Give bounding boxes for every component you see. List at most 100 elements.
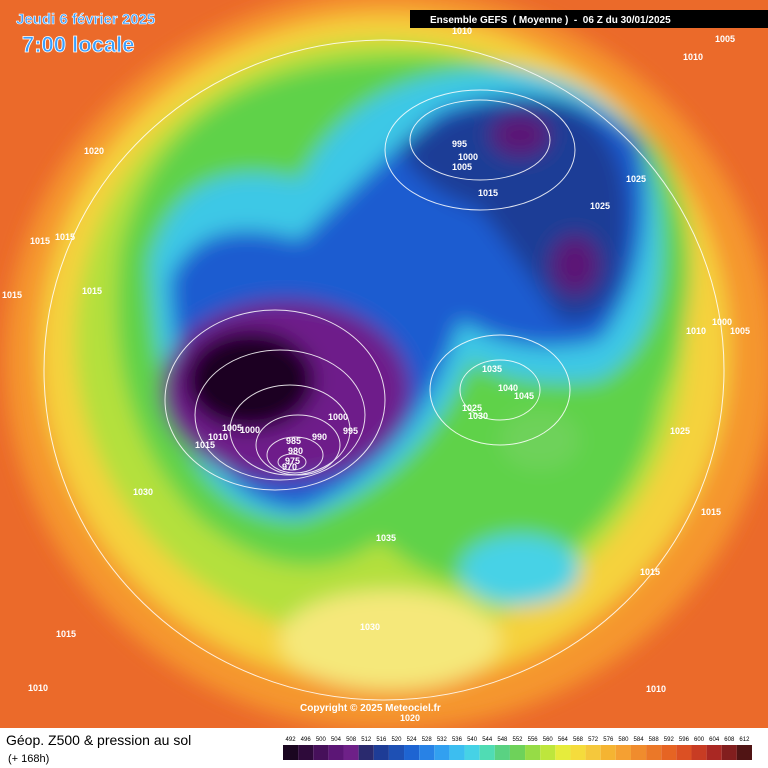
isobar-label: 1010: [686, 326, 706, 336]
scale-swatch: [358, 745, 374, 760]
scale-swatch: [630, 745, 647, 760]
isobar-label: 1025: [462, 403, 482, 413]
isobar-lines: [43, 39, 725, 701]
isobar-label: 1025: [670, 426, 690, 436]
isobar-label: 1010: [646, 684, 666, 694]
scale-label: 612: [739, 737, 750, 743]
footer-title: Géop. Z500 & pression au sol: [6, 732, 191, 748]
scale-label: 496: [301, 737, 312, 743]
copyright: Copyright © 2025 Meteociel.fr: [300, 703, 441, 714]
isobar-label: 1000: [328, 412, 348, 422]
scale-label: 512: [361, 737, 372, 743]
scale-label: 548: [497, 737, 508, 743]
isobar-label: 970: [282, 462, 297, 472]
isobar-label: 985: [286, 436, 301, 446]
isobar-label: 1040: [498, 383, 518, 393]
scale-label: 600: [694, 737, 705, 743]
isobar-labels: 1010100510109951000100510151025102510201…: [2, 26, 750, 723]
scale-label: 604: [709, 737, 720, 743]
header: Jeudi 6 février 2025 7:00 locale Ensembl…: [16, 10, 768, 57]
isobar-label: 1015: [2, 290, 22, 300]
scale-swatch: [570, 745, 586, 760]
scale-label: 608: [724, 737, 735, 743]
scale-swatch: [479, 745, 495, 760]
scale-swatch: [464, 745, 480, 760]
isobar-label: 1035: [482, 364, 502, 374]
isobar-label: 995: [343, 426, 358, 436]
isobar-label: 1010: [28, 683, 48, 693]
isobar-label: 1015: [640, 567, 660, 577]
scale-swatch: [615, 745, 631, 760]
isobar-label: 1015: [195, 440, 215, 450]
scale-swatch: [691, 745, 707, 760]
isobar-label: 1015: [701, 507, 721, 517]
scale-swatch: [313, 745, 329, 760]
scale-label: 556: [528, 737, 539, 743]
scale-swatch: [600, 745, 616, 760]
scale-swatch: [706, 745, 722, 760]
isobar-label: 1000: [458, 152, 478, 162]
scale-swatch: [373, 745, 389, 760]
isobar-label: 1020: [84, 146, 104, 156]
isobar-label: 995: [452, 139, 467, 149]
scale-label: 552: [512, 737, 523, 743]
scale-swatch: [298, 745, 314, 760]
isobar-label: 990: [312, 432, 327, 442]
scale-swatch: [328, 745, 344, 760]
scale-label: 568: [573, 737, 584, 743]
map-field: [0, 0, 768, 728]
isobar-label: 1015: [56, 629, 76, 639]
scale-label: 520: [391, 737, 402, 743]
scale-swatch: [449, 745, 465, 760]
scale-swatch: [721, 745, 737, 760]
isobar-label: 1015: [55, 232, 75, 242]
isobar-label: 1015: [82, 286, 102, 296]
scale-swatch: [419, 745, 435, 760]
isobar-label: 975: [285, 456, 300, 466]
scale-label: 596: [679, 737, 690, 743]
scale-label: 524: [407, 737, 418, 743]
isobar-label: 1030: [360, 622, 380, 632]
scale-label: 580: [618, 737, 629, 743]
scale-label: 528: [422, 737, 433, 743]
model: Ensemble GEFS ( Moyenne ) - 06 Z du 30/0…: [430, 15, 671, 26]
scale-swatch: [736, 745, 752, 760]
scale-swatch: [525, 745, 541, 760]
time: 7:00 locale: [22, 32, 135, 57]
isobar-label: 1025: [626, 174, 646, 184]
footer-lead: (+ 168h): [8, 753, 49, 765]
scale-label: 572: [588, 737, 599, 743]
scale-label: 544: [482, 737, 493, 743]
isobar-label: 1005: [715, 34, 735, 44]
scale-swatch: [388, 745, 405, 760]
isobar-label: 1005: [222, 423, 242, 433]
scale-label: 560: [543, 737, 554, 743]
scale-swatch: [494, 745, 510, 760]
scale-label: 588: [649, 737, 660, 743]
isobar-label: 1015: [30, 236, 50, 246]
scale-swatch: [343, 745, 359, 760]
scale-label: 592: [664, 737, 675, 743]
scale-label: 584: [634, 737, 645, 743]
scale-swatch: [646, 745, 662, 760]
isobar-label: 1000: [712, 317, 732, 327]
scale-label: 500: [316, 737, 327, 743]
scale-swatch: [434, 745, 450, 760]
date: Jeudi 6 février 2025: [16, 11, 155, 28]
isobar-label: 1015: [478, 188, 498, 198]
scale-swatch: [555, 745, 571, 760]
scale-label: 492: [286, 737, 297, 743]
isobar-label: 1005: [730, 326, 750, 336]
isobar-label: 1030: [133, 487, 153, 497]
scale-label: 532: [437, 737, 448, 743]
scale-label: 540: [467, 737, 478, 743]
scale-label: 508: [346, 737, 357, 743]
isobar-label: 1000: [240, 425, 260, 435]
scale-label: 576: [603, 737, 614, 743]
scale-label: 504: [331, 737, 342, 743]
isobar-label: 980: [288, 446, 303, 456]
isobar-label: 1020: [400, 713, 420, 723]
scale-swatch: [585, 745, 601, 760]
scale-swatch: [509, 745, 526, 760]
